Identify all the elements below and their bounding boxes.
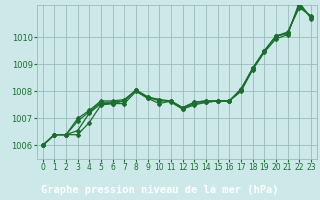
Text: Graphe pression niveau de la mer (hPa): Graphe pression niveau de la mer (hPa) <box>41 185 279 195</box>
